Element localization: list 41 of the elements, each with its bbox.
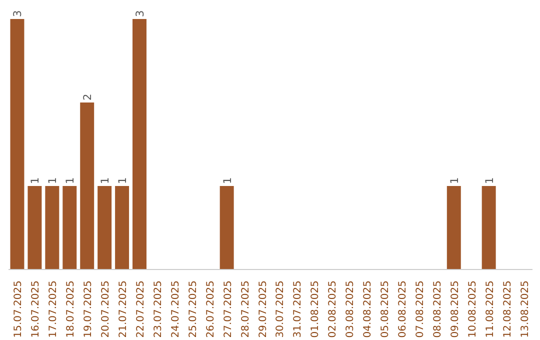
data-label: 1 (220, 177, 234, 184)
data-label: 1 (64, 177, 77, 184)
x-tick-label: 18.07.2025 (66, 280, 77, 338)
x-tick-label: 02.08.2025 (328, 280, 339, 338)
x-tick-label: 12.08.2025 (502, 280, 514, 338)
x-tick-label: 11.08.2025 (484, 280, 496, 338)
x-tick-label: 13.08.2025 (520, 280, 531, 338)
data-label: 3 (11, 10, 24, 18)
x-tick-label: 30.07.2025 (275, 280, 286, 338)
data-label: 1 (46, 177, 60, 184)
x-tick-label: 05.08.2025 (380, 280, 392, 338)
x-tick-label: 19.07.2025 (83, 280, 94, 338)
x-tick-label: 23.07.2025 (152, 280, 164, 338)
x-tick-label: 15.07.2025 (13, 280, 24, 338)
x-tick-label: 29.07.2025 (258, 280, 269, 338)
data-label: 1 (482, 177, 496, 184)
x-tick-label: 09.08.2025 (450, 280, 461, 338)
x-tick-label: 07.08.2025 (414, 280, 426, 338)
x-tick-label: 10.08.2025 (467, 280, 478, 338)
x-tick-label: 31.07.2025 (292, 280, 304, 338)
x-tick-label: 20.07.2025 (100, 280, 112, 338)
x-tick-label: 28.07.2025 (240, 280, 252, 338)
data-label: 1 (116, 177, 130, 184)
x-tick-label: 06.08.2025 (398, 280, 408, 338)
x-tick-label: 24.07.2025 (170, 280, 182, 338)
x-tick-label: 22.07.2025 (136, 280, 146, 338)
x-tick-label: 17.07.2025 (48, 280, 60, 338)
x-tick-label: 21.07.2025 (118, 280, 130, 338)
data-label: 3 (134, 10, 146, 18)
data-label: 2 (81, 94, 94, 101)
x-tick-label: 04.08.2025 (362, 280, 374, 338)
x-tick-label: 26.07.2025 (205, 280, 216, 338)
x-tick-label: 03.08.2025 (345, 280, 356, 338)
data-label: 1 (448, 177, 461, 184)
x-tick-label: 16.07.2025 (30, 280, 42, 338)
x-tick-label: 08.08.2025 (432, 280, 444, 338)
data-label: 1 (28, 177, 42, 184)
data-label: 1 (98, 177, 112, 184)
x-tick-label: 25.07.2025 (188, 280, 199, 338)
x-tick-label: 27.07.2025 (222, 280, 234, 338)
x-tick-label: 01.08.2025 (310, 280, 322, 338)
